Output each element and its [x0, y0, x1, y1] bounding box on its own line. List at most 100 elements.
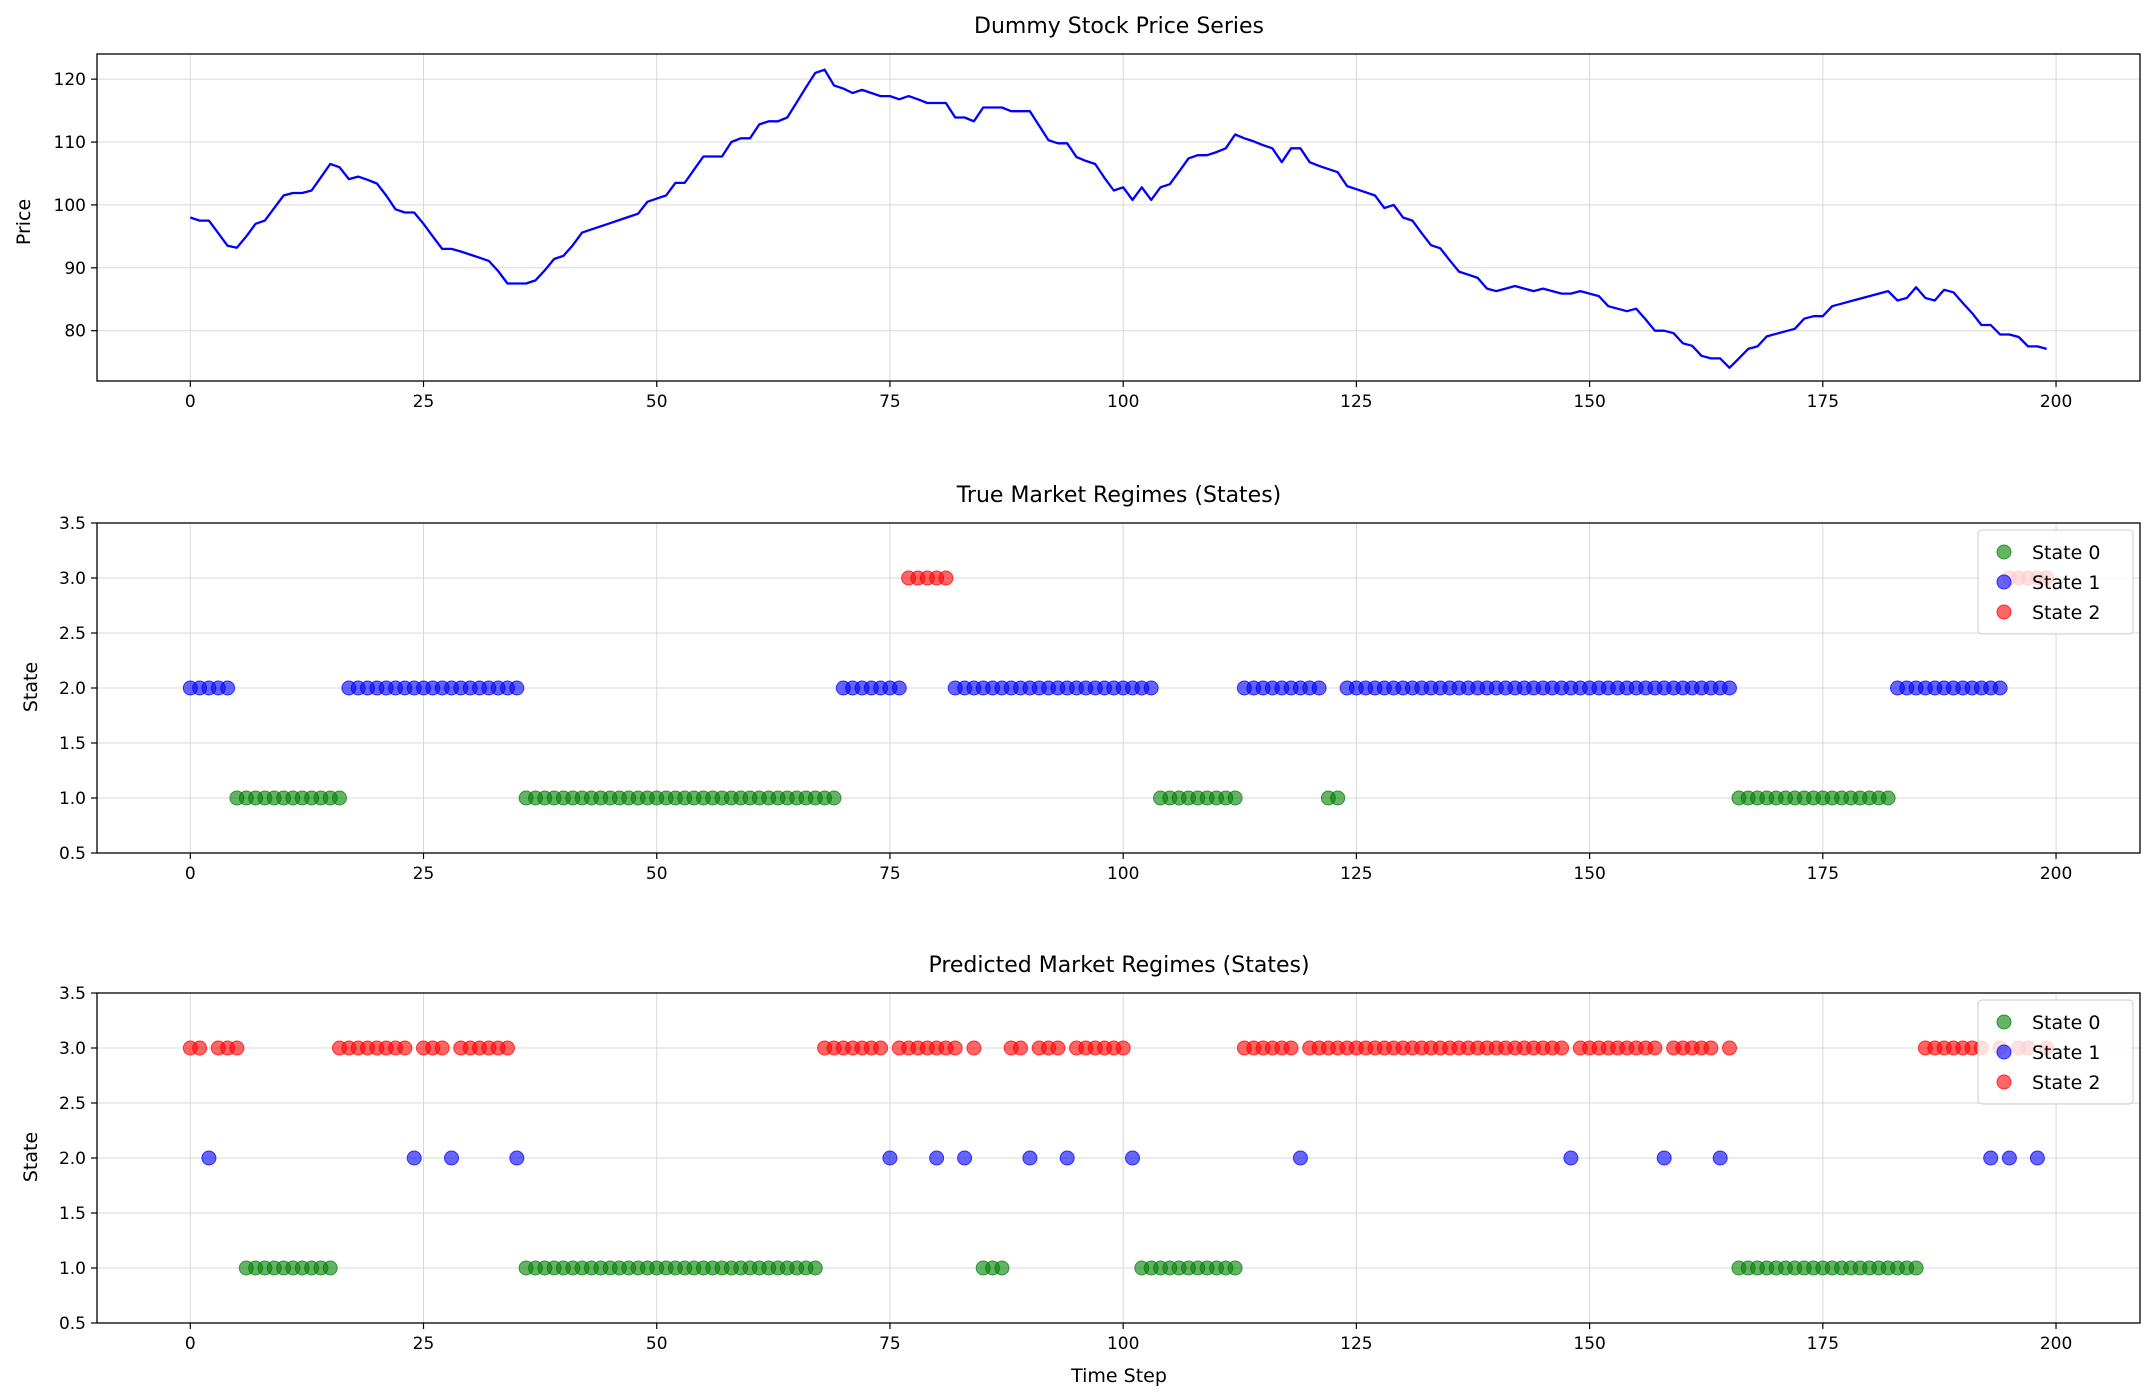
predicted-regimes-plot-frame [96, 992, 2141, 1324]
state-2-point [1013, 1040, 1028, 1056]
price-y-axis-label: Price [13, 199, 35, 245]
true-regimes-panel: True Market Regimes (States) State 0 25 50… [20, 483, 2141, 884]
x-tick-label: 175 [1807, 1334, 1839, 1354]
state-1-point [509, 1150, 525, 1166]
state-0-point [994, 1260, 1010, 1276]
legend-marker-state-0 [1996, 544, 2012, 560]
state-2-point [229, 1040, 245, 1056]
state-1-point [929, 1150, 945, 1166]
state-1-point [201, 1150, 217, 1166]
y-tick-label: 1.5 [59, 1204, 86, 1224]
legend-label-state-2: State 2 [2032, 1072, 2100, 1094]
legend-label-state-0: State 0 [2032, 1012, 2100, 1034]
y-tick-label: 2.0 [59, 1149, 86, 1169]
price-x-ticks: 0 25 50 75 100 125 150 175 200 [185, 381, 2072, 412]
y-tick-label: 3.5 [59, 984, 86, 1004]
state-2-point [1554, 1040, 1570, 1056]
price-chart-title: Dummy Stock Price Series [974, 14, 1264, 39]
true-regimes-y-ticks: 0.5 1.0 1.5 2.0 2.5 3.0 3.5 [59, 514, 97, 864]
x-axis-label: Time Step [1070, 1365, 1167, 1387]
legend-marker-state-1 [1996, 1044, 2012, 1060]
x-tick-label: 75 [879, 864, 901, 884]
x-tick-label: 0 [185, 864, 196, 884]
state-2-point [873, 1040, 889, 1056]
state-2-point [966, 1040, 982, 1056]
state-2-point [947, 1040, 963, 1056]
x-tick-label: 125 [1340, 864, 1372, 884]
predicted-regimes-y-axis-label: State [20, 1132, 42, 1182]
legend-marker-state-0 [1996, 1014, 2012, 1030]
state-1-point [1292, 1150, 1308, 1166]
x-tick-label: 50 [646, 1334, 668, 1354]
x-tick-label: 75 [879, 1334, 901, 1354]
y-tick-label: 2.5 [59, 624, 86, 644]
state-1-point [2001, 1150, 2017, 1166]
y-tick-label: 1.0 [59, 1259, 86, 1279]
legend-label-state-2: State 2 [2032, 602, 2100, 624]
x-tick-label: 25 [413, 392, 435, 412]
y-tick-label: 90 [64, 259, 86, 279]
state-1-point [1311, 680, 1327, 696]
state-0-point [322, 1260, 338, 1276]
state-1-point [1059, 1150, 1075, 1166]
state-0-point [1227, 790, 1243, 806]
true-regimes-legend: State 0 State 1 State 2 [1977, 529, 2134, 635]
y-tick-label: 120 [54, 70, 86, 90]
state-1-point [406, 1150, 422, 1166]
x-tick-label: 175 [1807, 864, 1839, 884]
price-y-ticks: 80 90 100 110 120 [54, 70, 97, 342]
x-tick-label: 50 [646, 392, 668, 412]
state-1-point [1656, 1150, 1672, 1166]
legend-label-state-1: State 1 [2032, 1042, 2100, 1064]
price-gridlines [97, 54, 2140, 381]
x-tick-label: 75 [879, 392, 901, 412]
state-2-point [1050, 1040, 1066, 1056]
x-tick-label: 200 [2040, 864, 2072, 884]
price-series [189, 68, 2047, 369]
state-1-point [444, 1150, 459, 1166]
predicted-regimes-y-ticks: 0.5 1.0 1.5 2.0 2.5 3.0 3.5 [59, 984, 97, 1334]
x-tick-label: 0 [185, 1334, 196, 1354]
state-2-point [192, 1040, 208, 1056]
true-regimes-x-ticks: 0 25 50 75 100 125 150 175 200 [185, 853, 2072, 884]
y-tick-label: 3.0 [59, 569, 86, 589]
legend-box [1977, 529, 2134, 635]
predicted-regimes-legend: State 0 State 1 State 2 [1977, 999, 2134, 1105]
x-tick-label: 150 [1573, 864, 1605, 884]
state-2-point [1703, 1040, 1719, 1056]
state-0-point [332, 790, 347, 806]
true-regimes-title: True Market Regimes (States) [956, 483, 1282, 508]
legend-marker-state-1 [1996, 574, 2012, 590]
y-tick-label: 0.5 [59, 1314, 86, 1334]
y-tick-label: 3.0 [59, 1039, 86, 1059]
y-tick-label: 110 [54, 133, 86, 153]
y-tick-label: 80 [64, 322, 86, 342]
x-tick-label: 125 [1340, 392, 1372, 412]
y-tick-label: 2.0 [59, 679, 86, 699]
x-tick-label: 175 [1807, 392, 1839, 412]
state-2-point [938, 570, 954, 586]
state-1-point [1022, 1150, 1038, 1166]
state-1-point [509, 680, 525, 696]
price-panel: Dummy Stock Price Series Price 0 25 50 75 10… [13, 14, 2141, 412]
true-regimes-plot-frame [96, 522, 2141, 854]
state-1-point [1712, 1150, 1728, 1166]
x-tick-label: 200 [2040, 1334, 2072, 1354]
state-1-point [1992, 680, 2008, 696]
state-1-point [891, 680, 907, 696]
state-1-point [1125, 1150, 1140, 1166]
state-0-point [1880, 790, 1896, 806]
predicted-regimes-panel: Predicted Market Regimes (States) State … [20, 953, 2141, 1387]
y-tick-label: 0.5 [59, 844, 86, 864]
predicted-regimes-title: Predicted Market Regimes (States) [928, 953, 1309, 978]
state-0-point [1227, 1260, 1243, 1276]
legend-label-state-0: State 0 [2032, 542, 2100, 564]
state-2-point [397, 1040, 413, 1056]
x-tick-label: 100 [1107, 392, 1139, 412]
price-line [189, 68, 2047, 369]
legend-box [1977, 999, 2134, 1105]
state-2-point [500, 1040, 515, 1056]
x-tick-label: 100 [1107, 864, 1139, 884]
true-regimes-points [182, 570, 2055, 806]
